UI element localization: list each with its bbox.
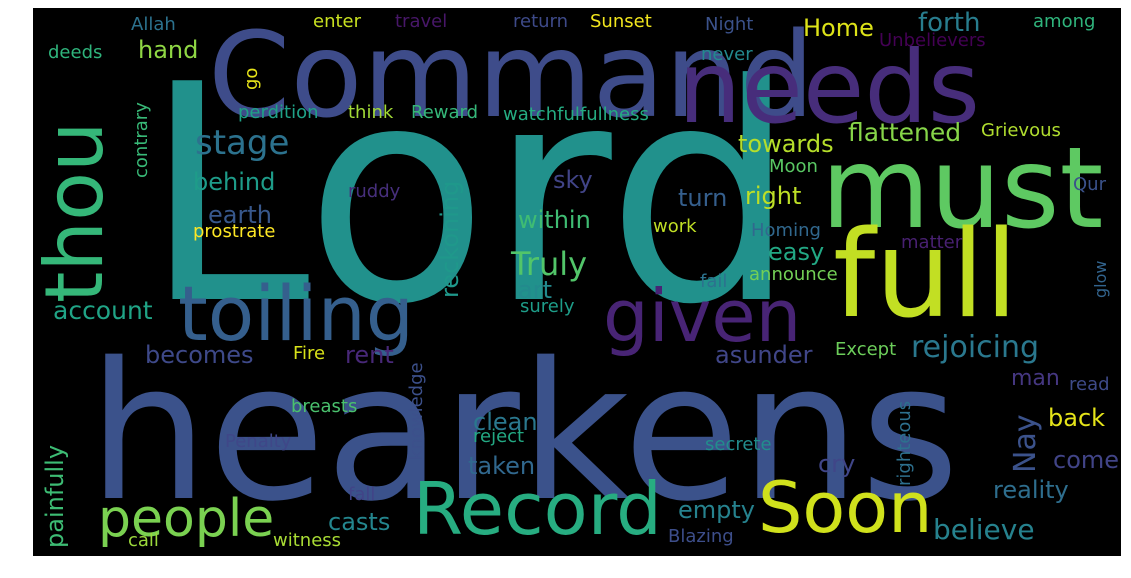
word-within: within bbox=[518, 206, 591, 234]
word-think: think bbox=[348, 102, 394, 123]
word-command: Command bbox=[208, 8, 815, 144]
word-penalty: Penalty bbox=[225, 431, 292, 452]
word-breasts: breasts bbox=[291, 396, 358, 417]
word-full: full bbox=[833, 206, 1018, 345]
word-glow: glow bbox=[1091, 260, 1110, 298]
word-earth: earth bbox=[208, 201, 272, 229]
word-man: man bbox=[1011, 366, 1060, 391]
word-taken: taken bbox=[468, 452, 536, 480]
word-reward: Reward bbox=[411, 102, 479, 123]
word-night: Night bbox=[705, 14, 754, 35]
word-come: come bbox=[1053, 446, 1120, 474]
word-needs: needs bbox=[678, 29, 981, 146]
word-stage: stage bbox=[195, 123, 290, 163]
word-art: art bbox=[518, 276, 552, 304]
word-never: never bbox=[701, 44, 753, 65]
word-home: Home bbox=[803, 14, 874, 42]
word-casts: casts bbox=[328, 508, 391, 536]
word-account: account bbox=[53, 296, 153, 325]
word-surely: surely bbox=[520, 296, 575, 317]
word-cry: cry bbox=[818, 450, 856, 478]
word-travel: travel bbox=[395, 11, 448, 32]
word-except: Except bbox=[835, 339, 897, 360]
word-read: read bbox=[1069, 374, 1110, 395]
word-announce: announce bbox=[749, 264, 838, 285]
word-given: given bbox=[603, 274, 802, 358]
word-truly: Truly bbox=[511, 245, 588, 283]
word-believe: believe bbox=[933, 513, 1035, 546]
word-hand: hand bbox=[138, 36, 199, 64]
word-contrary: contrary bbox=[131, 102, 152, 178]
word-grievous: Grievous bbox=[981, 120, 1061, 141]
word-witness: witness bbox=[273, 530, 342, 551]
word-record: Record bbox=[413, 467, 662, 551]
word-hearkens: hearkens bbox=[88, 322, 960, 543]
word-turn: turn bbox=[678, 184, 728, 212]
word-painfully: painfully bbox=[41, 444, 69, 548]
word-rent: rent bbox=[345, 341, 394, 369]
word-watchfulfullness: watchfulfullness bbox=[503, 104, 649, 125]
word-flattened: flattened bbox=[848, 118, 962, 147]
word-reject: reject bbox=[473, 426, 525, 447]
word-work: work bbox=[653, 216, 697, 237]
word-ruddy: ruddy bbox=[348, 181, 401, 202]
word-return: return bbox=[513, 11, 569, 32]
word-fall: fall bbox=[348, 484, 376, 505]
word-thou: thou bbox=[33, 121, 121, 303]
word-go: go bbox=[241, 67, 262, 90]
word-unbelievers: Unbelievers bbox=[879, 30, 986, 51]
word-prostrate: prostrate bbox=[193, 221, 276, 242]
word-fire: Fire bbox=[293, 343, 326, 364]
word-deeds: deeds bbox=[48, 42, 103, 63]
word-behind: behind bbox=[193, 168, 276, 196]
word-qur: Qur bbox=[1073, 174, 1106, 195]
word-moon: Moon bbox=[769, 156, 818, 177]
word-among: among bbox=[1033, 11, 1096, 32]
word-becomes: becomes bbox=[145, 341, 254, 369]
word-clean: clean bbox=[473, 408, 538, 436]
word-lord: Lord bbox=[143, 21, 797, 370]
word-allah: Allah bbox=[131, 14, 176, 35]
word-cloud-canvas: Lord hearkens Command needs must full th… bbox=[33, 8, 1121, 556]
word-soon: Soon bbox=[758, 467, 933, 549]
word-reckoning: reckoning bbox=[436, 180, 464, 298]
word-nay: Nay bbox=[1008, 414, 1043, 473]
word-must: must bbox=[821, 124, 1104, 254]
word-forth: forth bbox=[918, 8, 981, 38]
word-sky: sky bbox=[553, 166, 593, 194]
word-secrete: secrete bbox=[705, 434, 772, 455]
word-rejoicing: rejoicing bbox=[911, 330, 1040, 365]
word-people: people bbox=[98, 489, 275, 549]
word-blazing: Blazing bbox=[668, 526, 734, 547]
word-matter: matter bbox=[901, 232, 963, 253]
word-toiling: toiling bbox=[178, 269, 415, 358]
word-empty: empty bbox=[678, 496, 755, 524]
word-right: right bbox=[745, 182, 802, 210]
word-perdition: perdition bbox=[238, 102, 319, 123]
word-homing: Homing bbox=[751, 220, 821, 241]
word-fail: fail bbox=[700, 271, 728, 292]
word-asunder: asunder bbox=[715, 341, 813, 369]
word-sunset: Sunset bbox=[590, 11, 652, 32]
word-enter: enter bbox=[313, 11, 362, 32]
word-reality: reality bbox=[993, 476, 1069, 504]
word-easy: easy bbox=[768, 238, 825, 266]
word-knowledge: knowledge bbox=[406, 362, 427, 460]
word-righteous: righteous bbox=[894, 400, 915, 486]
word-back: back bbox=[1048, 404, 1106, 432]
word-towards: towards bbox=[738, 130, 834, 158]
word-call: call bbox=[128, 530, 159, 551]
